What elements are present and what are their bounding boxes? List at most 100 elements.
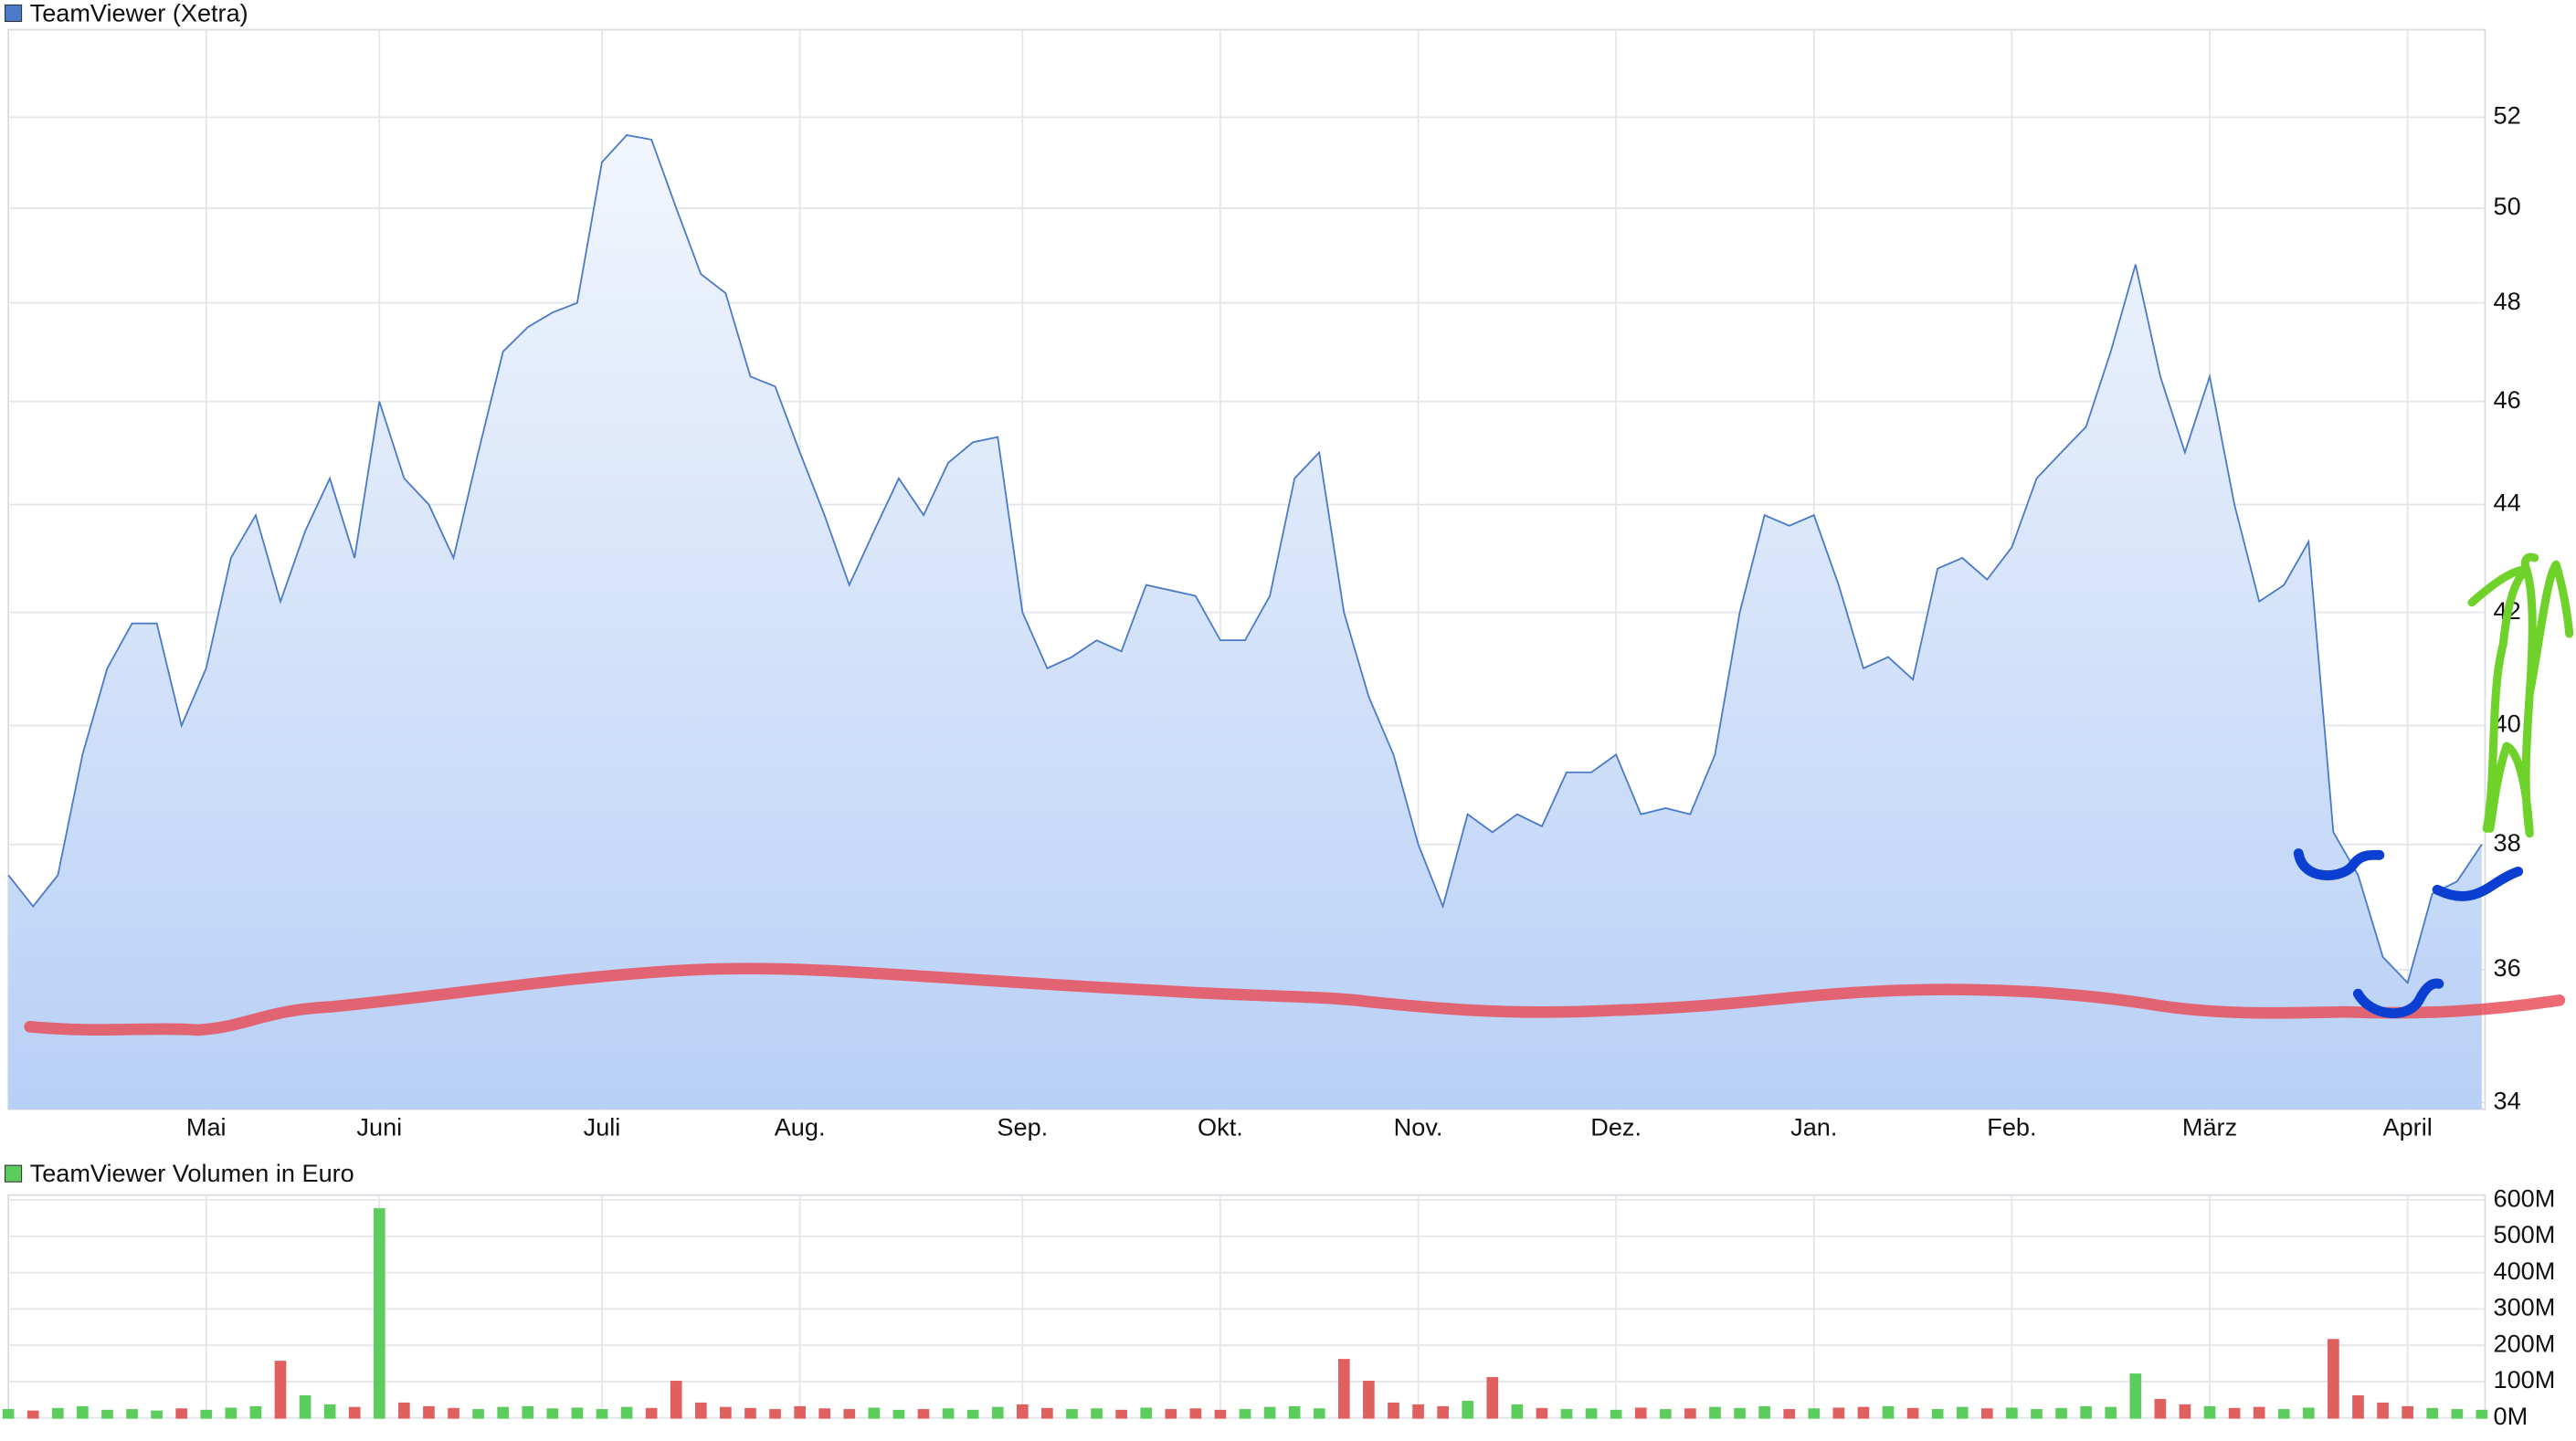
volume-bar bbox=[1808, 1408, 1821, 1419]
volume-bar bbox=[1734, 1407, 1746, 1419]
y-tick-label: 38 bbox=[2494, 828, 2521, 857]
volume-bar bbox=[1140, 1407, 1153, 1419]
x-tick-label: Aug. bbox=[775, 1113, 826, 1141]
y-tick-label: 52 bbox=[2494, 101, 2521, 130]
volume-bar bbox=[1462, 1400, 1474, 1419]
volume-bar bbox=[2006, 1407, 2018, 1419]
volume-bar bbox=[744, 1407, 756, 1419]
volume-bar bbox=[1337, 1359, 1350, 1419]
y-tick-label: 46 bbox=[2494, 385, 2521, 414]
volume-bar bbox=[596, 1409, 608, 1419]
volume-bar bbox=[398, 1402, 410, 1419]
volume-bar bbox=[1783, 1409, 1796, 1419]
y-tick-label: 600M bbox=[2494, 1183, 2556, 1212]
volume-bar bbox=[1758, 1405, 1770, 1419]
volume-bar bbox=[1832, 1407, 1845, 1419]
volume-bar bbox=[2253, 1406, 2265, 1419]
volume-bar bbox=[2203, 1405, 2216, 1419]
volume-bar bbox=[2277, 1409, 2290, 1419]
volume-bar bbox=[323, 1404, 336, 1419]
volume-bar bbox=[694, 1402, 707, 1419]
volume-bar bbox=[2154, 1398, 2167, 1419]
blue-annotation bbox=[2293, 848, 2385, 880]
volume-bar bbox=[200, 1409, 213, 1419]
x-tick-label: Nov. bbox=[1394, 1113, 1443, 1141]
y-tick-label: 48 bbox=[2494, 287, 2521, 315]
volume-bar bbox=[472, 1409, 484, 1419]
volume-bar bbox=[2426, 1407, 2439, 1419]
volume-bar bbox=[1263, 1406, 1276, 1419]
y-tick-label: 44 bbox=[2494, 489, 2521, 517]
blue-annotation bbox=[2352, 978, 2444, 1018]
volume-bar bbox=[2451, 1409, 2464, 1419]
x-tick-label: Sep. bbox=[997, 1113, 1048, 1141]
legend-label: TeamViewer Volumen in Euro bbox=[30, 1159, 354, 1187]
volume-bar bbox=[77, 1405, 89, 1419]
volume-bar bbox=[249, 1405, 262, 1419]
volume-bar bbox=[1610, 1409, 1622, 1419]
price-area bbox=[8, 135, 2482, 1110]
volume-bar bbox=[225, 1407, 238, 1419]
legend-swatch bbox=[4, 1164, 23, 1183]
volume-bar bbox=[1585, 1408, 1598, 1419]
volume-bar bbox=[1214, 1409, 1227, 1419]
hand-annotations bbox=[24, 552, 2574, 1036]
volume-bar bbox=[348, 1406, 361, 1419]
x-tick-label: Mai bbox=[186, 1113, 227, 1141]
volume-bar bbox=[1906, 1407, 1919, 1419]
volume-bar bbox=[917, 1409, 930, 1419]
y-tick-label: 300M bbox=[2494, 1293, 2556, 1321]
volume-bar bbox=[1412, 1404, 1424, 1419]
volume-bar bbox=[670, 1381, 682, 1419]
volume-bar bbox=[126, 1409, 138, 1419]
volume-bar bbox=[1041, 1407, 1053, 1419]
red-annotation bbox=[24, 962, 2566, 1036]
volume-bar bbox=[1709, 1406, 1721, 1419]
volume-bar bbox=[2228, 1407, 2241, 1419]
volume-bar bbox=[101, 1409, 113, 1419]
volume-bar bbox=[966, 1409, 979, 1419]
volume-bar bbox=[1634, 1407, 1647, 1419]
y-tick-label: 0M bbox=[2494, 1402, 2528, 1430]
volume-bar bbox=[2080, 1405, 2092, 1419]
volume-bar bbox=[1091, 1408, 1103, 1419]
volume-bar bbox=[2302, 1407, 2315, 1419]
volume-bar bbox=[1511, 1404, 1524, 1419]
volume-bar bbox=[2476, 1409, 2488, 1419]
volume-bar bbox=[942, 1408, 955, 1419]
volume-bar bbox=[2129, 1373, 2142, 1419]
volume-bar bbox=[1363, 1381, 1375, 1419]
volume-bar bbox=[868, 1407, 881, 1419]
y-tick-label: 50 bbox=[2494, 192, 2521, 220]
x-tick-label: Dez. bbox=[1590, 1113, 1642, 1141]
x-tick-label: April bbox=[2383, 1113, 2433, 1141]
volume-bar bbox=[1313, 1408, 1325, 1419]
volume-bar bbox=[645, 1407, 658, 1419]
volume-bar bbox=[1560, 1409, 1573, 1419]
volume-bar bbox=[1857, 1406, 1870, 1419]
legend-swatch bbox=[4, 4, 23, 23]
volume-bar bbox=[843, 1409, 856, 1419]
volume-bar bbox=[299, 1394, 311, 1419]
volume-bar bbox=[26, 1410, 39, 1419]
volume-bar bbox=[1288, 1405, 1301, 1419]
legend-label: TeamViewer (Xetra) bbox=[30, 0, 248, 26]
volume-bar bbox=[373, 1208, 385, 1419]
volume-bar bbox=[1980, 1408, 1993, 1419]
volume-bar bbox=[1956, 1406, 1969, 1419]
y-tick-label: 100M bbox=[2494, 1365, 2556, 1394]
volume-bar bbox=[1165, 1409, 1177, 1419]
volume-bar bbox=[2377, 1402, 2389, 1419]
volume-bar bbox=[1388, 1402, 1399, 1419]
volume-bar bbox=[1659, 1409, 1672, 1419]
volume-bar bbox=[2352, 1394, 2364, 1419]
x-tick-label: Juni bbox=[356, 1113, 402, 1141]
volume-bar bbox=[1066, 1409, 1078, 1419]
volume-bar bbox=[1882, 1405, 1895, 1419]
volume-bar bbox=[571, 1407, 584, 1419]
blue-annotation bbox=[2432, 866, 2524, 901]
y-tick-label: 34 bbox=[2494, 1086, 2521, 1114]
volume-bar bbox=[1239, 1409, 1251, 1419]
